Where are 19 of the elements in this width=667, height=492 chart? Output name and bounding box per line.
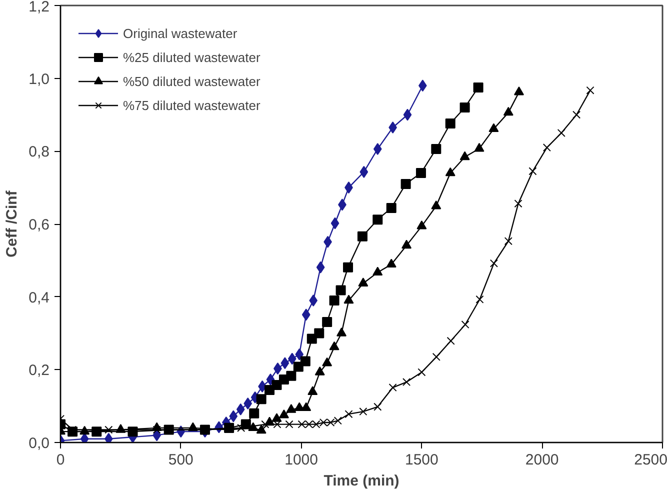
x-axis-title: Time (min) bbox=[324, 472, 400, 490]
y-axis-title: Ceff /Cinf bbox=[4, 190, 21, 258]
legend-label: %50 diluted wastewater bbox=[123, 74, 260, 88]
y-tick-label: 0,2 bbox=[28, 362, 50, 380]
y-tick-label: 0,0 bbox=[28, 435, 50, 452]
x-tick-label: 1500 bbox=[405, 452, 438, 468]
y-tick-label: 1,2 bbox=[28, 0, 50, 16]
x-tick-label: 1000 bbox=[284, 452, 318, 468]
legend-label: %75 diluted wastewater bbox=[123, 98, 260, 112]
y-tick-label: 0,4 bbox=[28, 289, 50, 306]
legend-label: Original wastewater bbox=[123, 26, 238, 40]
x-tick-label: 2500 bbox=[634, 452, 667, 468]
y-tick-label: 0,8 bbox=[28, 144, 50, 161]
x-tick-label: 0 bbox=[56, 452, 65, 468]
y-tick-label: 0,6 bbox=[28, 216, 50, 234]
y-tick-label: 1,0 bbox=[28, 70, 50, 88]
legend-label: %25 diluted wastewater bbox=[123, 50, 260, 64]
x-tick-label: 2000 bbox=[525, 452, 559, 468]
x-tick-label: 500 bbox=[168, 452, 194, 468]
